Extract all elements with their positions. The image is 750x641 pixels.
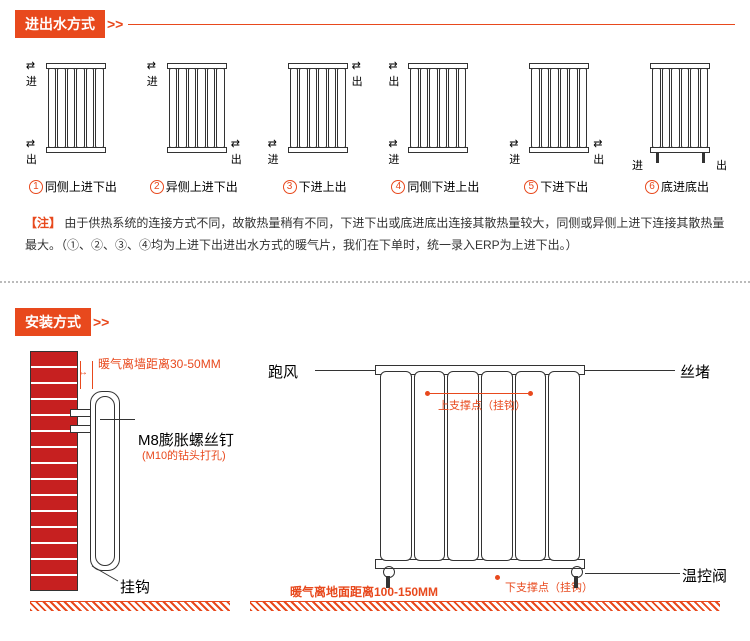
out-label: 出 <box>231 151 242 167</box>
out-label: 出 <box>352 73 363 89</box>
config-diagram: ⇄进 ⇄出 <box>139 53 249 173</box>
install-section: 安装方式 >> ↔ 暖气离墙距离30-50MM M8膨胀螺丝钉 (M10的钻头打… <box>0 298 750 641</box>
header-title: 安装方式 <box>15 308 91 336</box>
config-diagram: ⇄进 ⇄出 <box>18 53 128 173</box>
floor-hatch <box>30 601 230 611</box>
out-label: 出 <box>716 157 727 173</box>
floor-distance-label: 暖气离地面距离100-150MM <box>290 583 438 600</box>
valve-label: 温控阀 <box>682 565 727 586</box>
wall-distance-label: 暖气离墙距离30-50MM <box>98 355 221 372</box>
out-label: 出 <box>388 73 399 89</box>
config-num: 2 <box>150 180 164 194</box>
divider <box>0 281 750 283</box>
in-label: 进 <box>388 151 399 167</box>
config-diagram: 进 出 <box>622 53 732 173</box>
config-row: ⇄进 ⇄出 1同侧上进下出 ⇄进 ⇄出 2异侧上进下出 ⇄出 ⇄进 3下进上出 <box>15 53 735 195</box>
in-label: 进 <box>147 73 158 89</box>
config-item: ⇄出 ⇄进 3下进上出 <box>257 53 373 195</box>
floor-hatch <box>250 601 720 611</box>
config-label: 同侧下进上出 <box>407 178 479 195</box>
in-label: 进 <box>509 151 520 167</box>
config-label: 下进下出 <box>540 178 588 195</box>
config-item: 进 出 6底进底出 <box>619 53 735 195</box>
out-label: 出 <box>593 151 604 167</box>
water-flow-section: 进出水方式 >> ⇄进 ⇄出 1同侧上进下出 ⇄进 ⇄出 2异侧上进下出 <box>0 0 750 266</box>
config-label: 同侧上进下出 <box>45 178 117 195</box>
note-block: 【注】 由于供热系统的连接方式不同，故散热量稍有不同，下进下出或底进底出连接其散… <box>15 213 735 256</box>
config-num: 3 <box>283 180 297 194</box>
config-item: ⇄进 ⇄出 1同侧上进下出 <box>15 53 131 195</box>
note-text: 由于供热系统的连接方式不同，故散热量稍有不同，下进下出或底进底出连接其散热量较大… <box>25 216 724 252</box>
config-caption: 6底进底出 <box>645 178 709 195</box>
config-diagram: ⇄进 ⇄出 <box>501 53 611 173</box>
config-caption: 3下进上出 <box>283 178 347 195</box>
config-item: ⇄进 ⇄出 2异侧上进下出 <box>136 53 252 195</box>
config-label: 下进上出 <box>299 178 347 195</box>
header-title: 进出水方式 <box>15 10 105 38</box>
section-header: 安装方式 >> <box>15 308 735 336</box>
config-item: ⇄出 ⇄进 4同侧下进上出 <box>377 53 493 195</box>
config-num: 1 <box>29 180 43 194</box>
config-diagram: ⇄出 ⇄进 <box>260 53 370 173</box>
front-radiator-diagram: 跑风 丝堵 上支撑点（挂钩） 下支撑点（挂钩） 温控阀 暖气离地面距离100-1… <box>250 351 720 611</box>
config-label: 底进底出 <box>661 178 709 195</box>
config-caption: 5下进下出 <box>524 178 588 195</box>
valve-icon <box>568 566 584 586</box>
hook-label: 挂钩 <box>120 576 150 597</box>
paofen-label: 跑风 <box>268 361 298 382</box>
top-support-label: 上支撑点（挂钩） <box>438 397 526 413</box>
sidu-label: 丝堵 <box>680 361 710 382</box>
in-label: 进 <box>268 151 279 167</box>
out-label: 出 <box>26 151 37 167</box>
config-label: 异侧上进下出 <box>166 178 238 195</box>
wall-mount-diagram: ↔ 暖气离墙距离30-50MM M8膨胀螺丝钉 (M10的钻头打孔) 挂钩 <box>30 351 230 611</box>
config-num: 6 <box>645 180 659 194</box>
in-label: 进 <box>26 73 37 89</box>
header-line <box>128 24 735 25</box>
screw-sub-label: (M10的钻头打孔) <box>142 447 226 463</box>
in-label: 进 <box>632 157 643 173</box>
header-arrows: >> <box>107 16 123 32</box>
config-num: 4 <box>391 180 405 194</box>
config-item: ⇄进 ⇄出 5下进下出 <box>498 53 614 195</box>
config-diagram: ⇄出 ⇄进 <box>380 53 490 173</box>
config-caption: 1同侧上进下出 <box>29 178 117 195</box>
config-num: 5 <box>524 180 538 194</box>
install-diagrams: ↔ 暖气离墙距离30-50MM M8膨胀螺丝钉 (M10的钻头打孔) 挂钩 跑风… <box>15 351 735 631</box>
section-header: 进出水方式 >> <box>15 10 735 38</box>
config-caption: 4同侧下进上出 <box>391 178 479 195</box>
header-arrows: >> <box>93 314 109 330</box>
note-tag: 【注】 <box>25 216 61 230</box>
side-radiator <box>90 391 120 571</box>
config-caption: 2异侧上进下出 <box>150 178 238 195</box>
brick-wall <box>30 351 78 591</box>
